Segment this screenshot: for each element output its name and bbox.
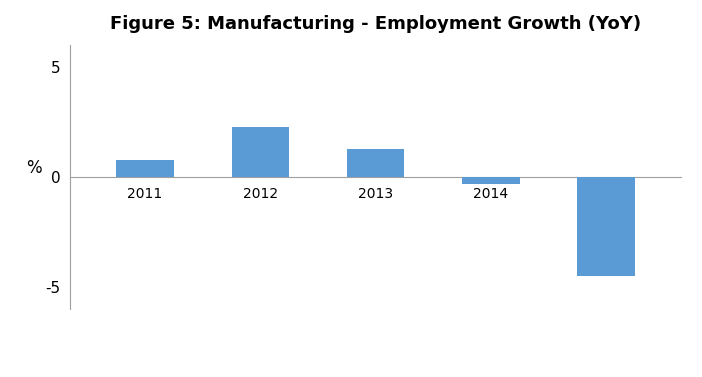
Title: Figure 5: Manufacturing - Employment Growth (YoY): Figure 5: Manufacturing - Employment Gro…	[110, 15, 641, 32]
Y-axis label: %: %	[26, 159, 41, 177]
Bar	[117, 159, 174, 177]
Bar	[462, 177, 519, 184]
Bar	[577, 177, 635, 276]
Bar	[347, 149, 404, 177]
Bar	[232, 127, 289, 177]
